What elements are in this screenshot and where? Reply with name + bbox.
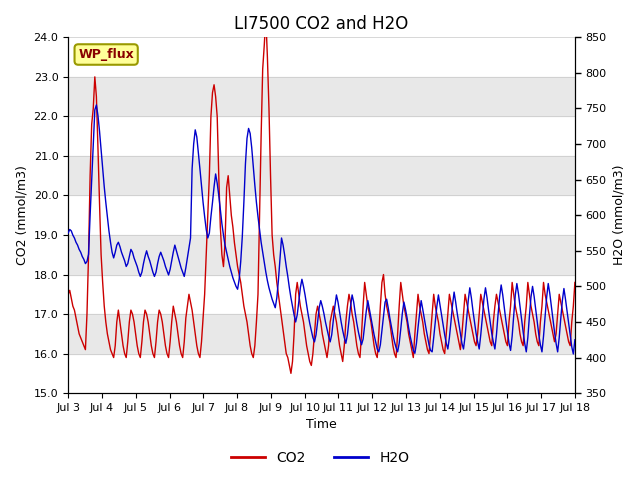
- Bar: [68, 314, 575, 354]
- Y-axis label: CO2 (mmol/m3): CO2 (mmol/m3): [15, 165, 28, 265]
- CO2: [447, 300, 455, 305]
- H2O: [93, 102, 100, 108]
- Bar: [68, 235, 575, 275]
- Bar: [68, 77, 575, 116]
- Y-axis label: H2O (mmol/m3): H2O (mmol/m3): [612, 165, 625, 265]
- CO2: [64, 291, 72, 297]
- H2O: [140, 261, 147, 266]
- Line: H2O: H2O: [68, 105, 575, 354]
- H2O: [541, 313, 549, 319]
- CO2: [571, 279, 579, 285]
- X-axis label: Time: Time: [306, 419, 337, 432]
- CO2: [410, 355, 417, 360]
- CO2: [497, 315, 505, 321]
- H2O: [571, 337, 579, 343]
- Line: CO2: CO2: [68, 18, 575, 373]
- Bar: [68, 156, 575, 195]
- H2O: [496, 294, 504, 300]
- CO2: [543, 300, 550, 305]
- CO2: [138, 339, 146, 345]
- Text: WP_flux: WP_flux: [78, 48, 134, 61]
- Legend: CO2, H2O: CO2, H2O: [225, 445, 415, 471]
- CO2: [262, 15, 269, 21]
- Title: LI7500 CO2 and H2O: LI7500 CO2 and H2O: [234, 15, 409, 33]
- H2O: [202, 227, 210, 232]
- H2O: [408, 340, 415, 346]
- H2O: [445, 335, 453, 340]
- H2O: [64, 230, 72, 236]
- CO2: [287, 371, 295, 376]
- CO2: [201, 291, 209, 297]
- H2O: [570, 351, 577, 357]
